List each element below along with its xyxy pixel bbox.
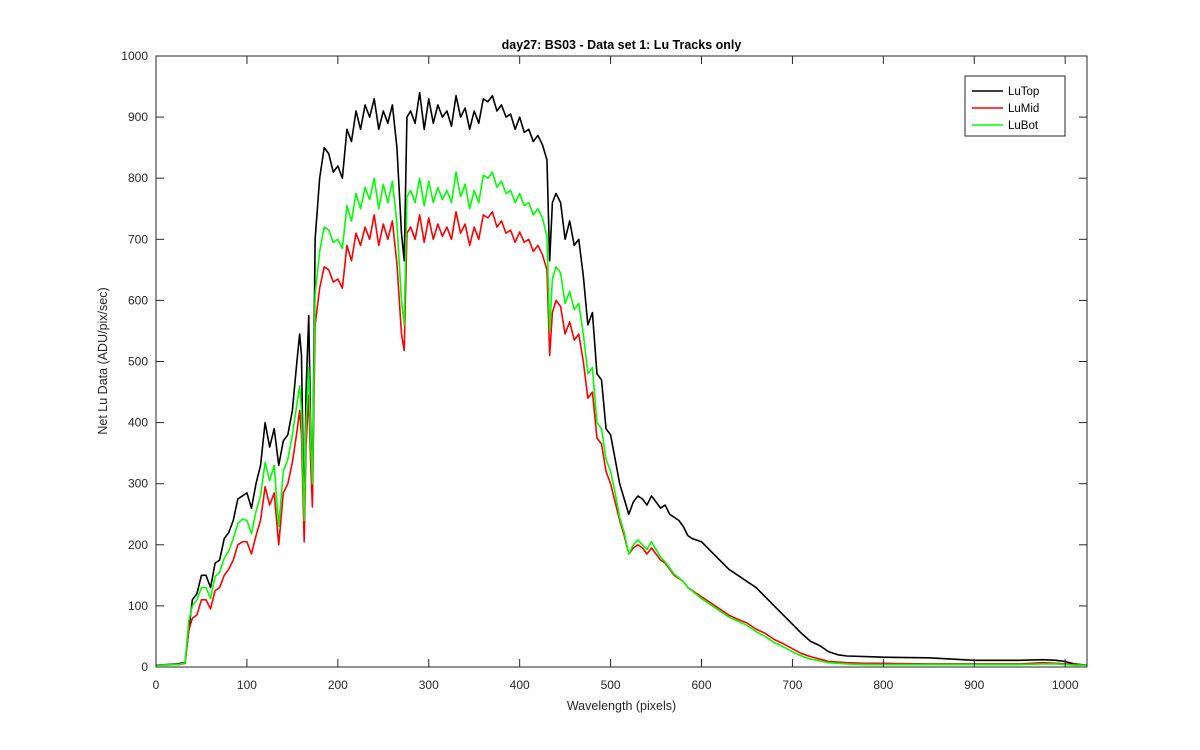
x-tick-label: 300 [419, 678, 439, 692]
y-tick-label: 600 [128, 293, 148, 307]
series-layer [155, 91, 1088, 666]
x-tick-label: 900 [964, 678, 984, 692]
y-axis-title: Net Lu Data (ADU/pix/sec) [96, 287, 110, 434]
legend-label-lubot: LuBot [1008, 120, 1039, 132]
y-tick-label: 200 [128, 538, 148, 552]
series-line-lutop [155, 91, 1088, 666]
legend-entries: LuTop LuMid LuBot [972, 86, 1039, 132]
y-tick-label: 1000 [121, 49, 148, 63]
y-tick-label: 900 [128, 110, 148, 124]
y-tick-label: 500 [128, 355, 148, 369]
y-tick-label: 700 [128, 232, 148, 246]
plot-area [156, 56, 1087, 667]
y-tick-label: 400 [128, 416, 148, 430]
y-tick-label: 300 [128, 477, 148, 491]
legend-label-lutop: LuTop [1008, 86, 1039, 98]
x-tick-label: 0 [153, 678, 160, 692]
x-tick-label: 1000 [1052, 678, 1079, 692]
x-tick-label: 500 [601, 678, 621, 692]
legend-label-lumid: LuMid [1008, 103, 1039, 115]
legend: LuTop LuMid LuBot [964, 75, 1066, 137]
series-line-lumid [155, 211, 1088, 666]
x-axis: 0 100 200 300 400 500 600 700 800 900 1000 [153, 56, 1079, 692]
y-tick-label: 100 [128, 599, 148, 613]
x-tick-label: 700 [782, 678, 802, 692]
x-tick-label: 200 [328, 678, 348, 692]
x-tick-label: 100 [237, 678, 257, 692]
series-line-lubot [155, 171, 1087, 666]
y-axis: 0 100 200 300 400 500 600 700 800 900 1000 [121, 49, 1087, 674]
y-tick-label: 0 [141, 660, 148, 674]
y-tick-label: 800 [128, 171, 148, 185]
legend-box [964, 75, 1066, 137]
x-tick-label: 400 [510, 678, 530, 692]
x-tick-label: 800 [873, 678, 893, 692]
x-tick-label: 600 [691, 678, 711, 692]
x-axis-title: Wavelength (pixels) [567, 699, 676, 713]
chart-title: day27: BS03 - Data set 1: Lu Tracks only [502, 38, 742, 52]
